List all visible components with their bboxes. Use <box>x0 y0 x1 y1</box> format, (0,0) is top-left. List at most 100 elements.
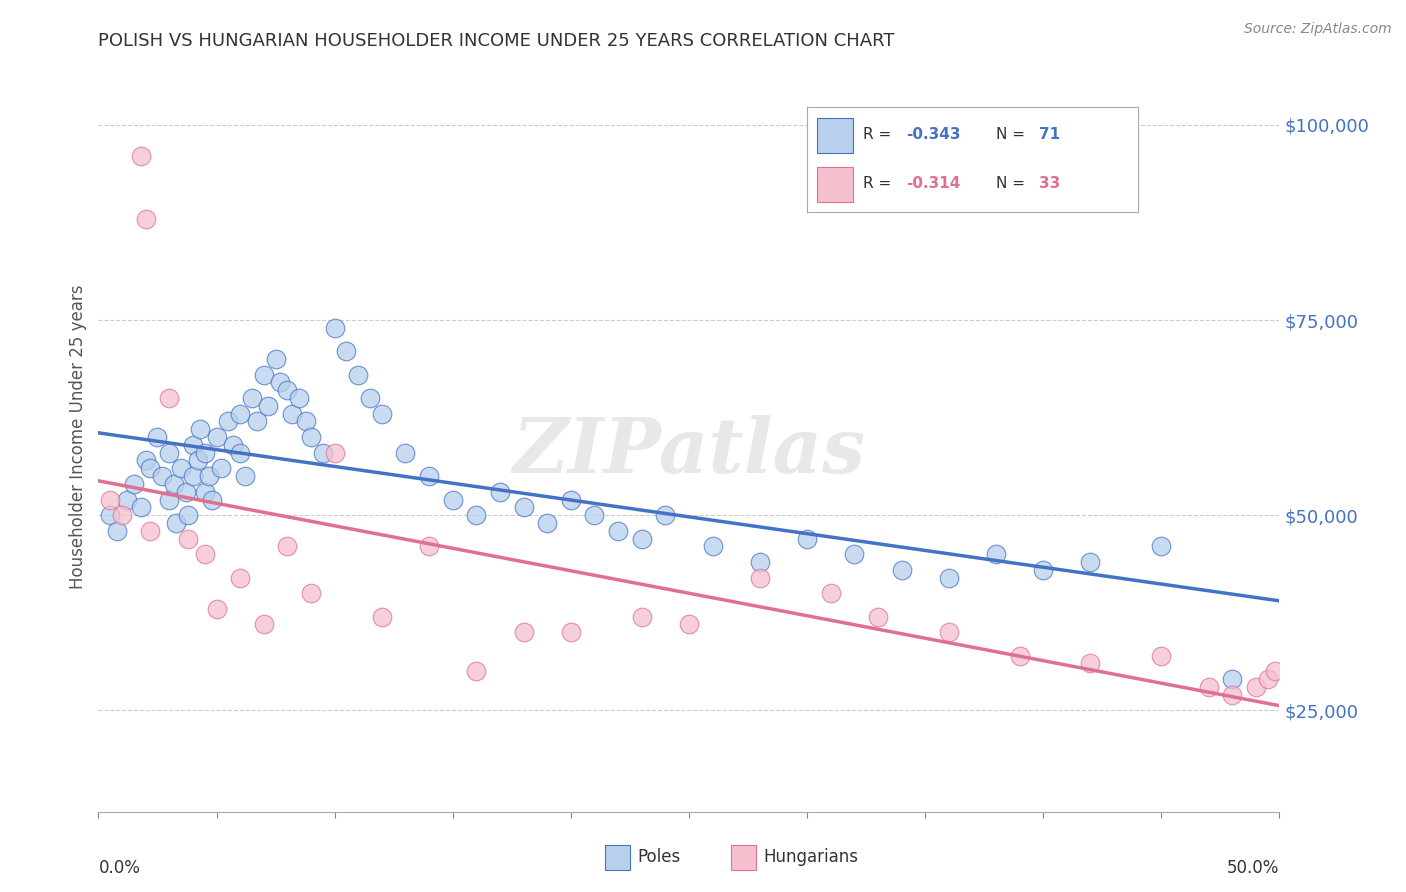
Point <box>150 469 173 483</box>
Point <box>253 368 276 382</box>
Point <box>198 469 221 483</box>
Point <box>122 476 145 491</box>
Text: Poles: Poles <box>637 848 681 866</box>
Point <box>209 461 232 475</box>
Point <box>288 391 311 405</box>
Point <box>1032 563 1054 577</box>
Point <box>359 391 381 405</box>
Point <box>844 547 866 561</box>
Point <box>194 484 217 499</box>
Point <box>1080 657 1102 671</box>
Point <box>1257 672 1279 686</box>
Point <box>129 500 152 515</box>
Point <box>98 492 121 507</box>
Point <box>323 446 346 460</box>
Point <box>194 547 217 561</box>
Point <box>194 446 217 460</box>
Point <box>229 571 252 585</box>
Point <box>1198 680 1220 694</box>
Point <box>201 492 224 507</box>
Point <box>866 609 889 624</box>
Point <box>276 539 298 553</box>
Point <box>177 508 200 523</box>
Point <box>299 430 322 444</box>
Point <box>465 664 488 679</box>
Point <box>264 351 287 366</box>
Point <box>1008 648 1031 663</box>
Point <box>890 563 912 577</box>
Point <box>111 508 134 523</box>
Point <box>181 469 204 483</box>
Point <box>295 414 318 429</box>
Point <box>188 422 211 436</box>
Point <box>1264 664 1286 679</box>
Point <box>157 391 180 405</box>
Point <box>177 532 200 546</box>
Point <box>181 438 204 452</box>
Point <box>165 516 187 530</box>
Point <box>394 446 416 460</box>
Point <box>257 399 280 413</box>
Point <box>139 524 162 538</box>
Point <box>441 492 464 507</box>
Point <box>281 407 304 421</box>
Point <box>1220 688 1243 702</box>
Point <box>105 524 128 538</box>
Point <box>299 586 322 600</box>
Point <box>229 446 252 460</box>
Text: 0.0%: 0.0% <box>98 858 141 877</box>
Point <box>335 344 357 359</box>
Point <box>984 547 1007 561</box>
Point <box>820 586 842 600</box>
Point <box>98 508 121 523</box>
Point <box>796 532 818 546</box>
Point <box>512 625 534 640</box>
Point <box>170 461 193 475</box>
Point <box>654 508 676 523</box>
Point <box>129 149 152 163</box>
Y-axis label: Householder Income Under 25 years: Householder Income Under 25 years <box>69 285 87 590</box>
Point <box>678 617 700 632</box>
Point <box>229 407 252 421</box>
Point <box>1150 648 1173 663</box>
Point <box>246 414 269 429</box>
Point <box>146 430 169 444</box>
Point <box>187 453 209 467</box>
Point <box>115 492 138 507</box>
Point <box>205 430 228 444</box>
Text: Hungarians: Hungarians <box>763 848 859 866</box>
Text: POLISH VS HUNGARIAN HOUSEHOLDER INCOME UNDER 25 YEARS CORRELATION CHART: POLISH VS HUNGARIAN HOUSEHOLDER INCOME U… <box>98 32 896 50</box>
Point <box>253 617 276 632</box>
Text: ZIPatlas: ZIPatlas <box>512 415 866 489</box>
Text: Source: ZipAtlas.com: Source: ZipAtlas.com <box>1244 22 1392 37</box>
Point <box>347 368 370 382</box>
Point <box>139 461 162 475</box>
Point <box>240 391 263 405</box>
Point <box>1244 680 1267 694</box>
Point <box>748 555 770 569</box>
Point <box>583 508 606 523</box>
Point <box>312 446 335 460</box>
Point <box>135 453 157 467</box>
Point <box>702 539 724 553</box>
Point <box>418 539 440 553</box>
Point <box>630 532 652 546</box>
Point <box>157 446 180 460</box>
Point <box>938 625 960 640</box>
Point <box>607 524 630 538</box>
Point <box>489 484 512 499</box>
Point <box>163 476 186 491</box>
Point <box>512 500 534 515</box>
Point <box>938 571 960 585</box>
Point <box>157 492 180 507</box>
Point <box>222 438 245 452</box>
Point <box>371 609 394 624</box>
Point <box>560 625 582 640</box>
Point <box>205 602 228 616</box>
Point <box>465 508 488 523</box>
Point <box>174 484 197 499</box>
Point <box>269 376 291 390</box>
Text: 50.0%: 50.0% <box>1227 858 1279 877</box>
Point <box>630 609 652 624</box>
Point <box>135 211 157 226</box>
